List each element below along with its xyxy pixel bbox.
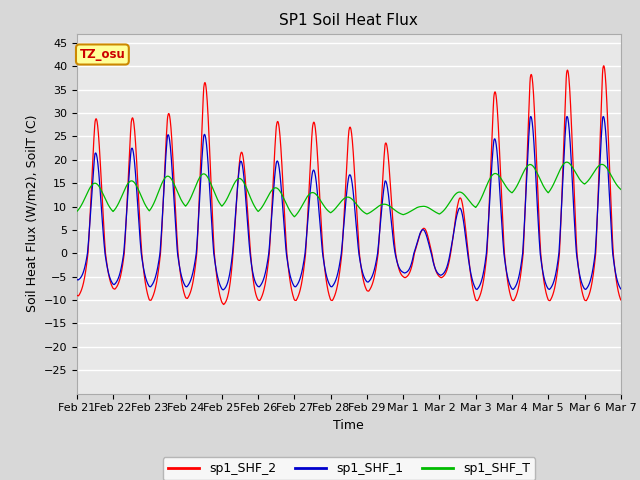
Title: SP1 Soil Heat Flux: SP1 Soil Heat Flux	[280, 13, 418, 28]
Text: TZ_osu: TZ_osu	[79, 48, 125, 61]
Y-axis label: Soil Heat Flux (W/m2), SoilT (C): Soil Heat Flux (W/m2), SoilT (C)	[25, 115, 38, 312]
Legend: sp1_SHF_2, sp1_SHF_1, sp1_SHF_T: sp1_SHF_2, sp1_SHF_1, sp1_SHF_T	[163, 457, 535, 480]
X-axis label: Time: Time	[333, 419, 364, 432]
